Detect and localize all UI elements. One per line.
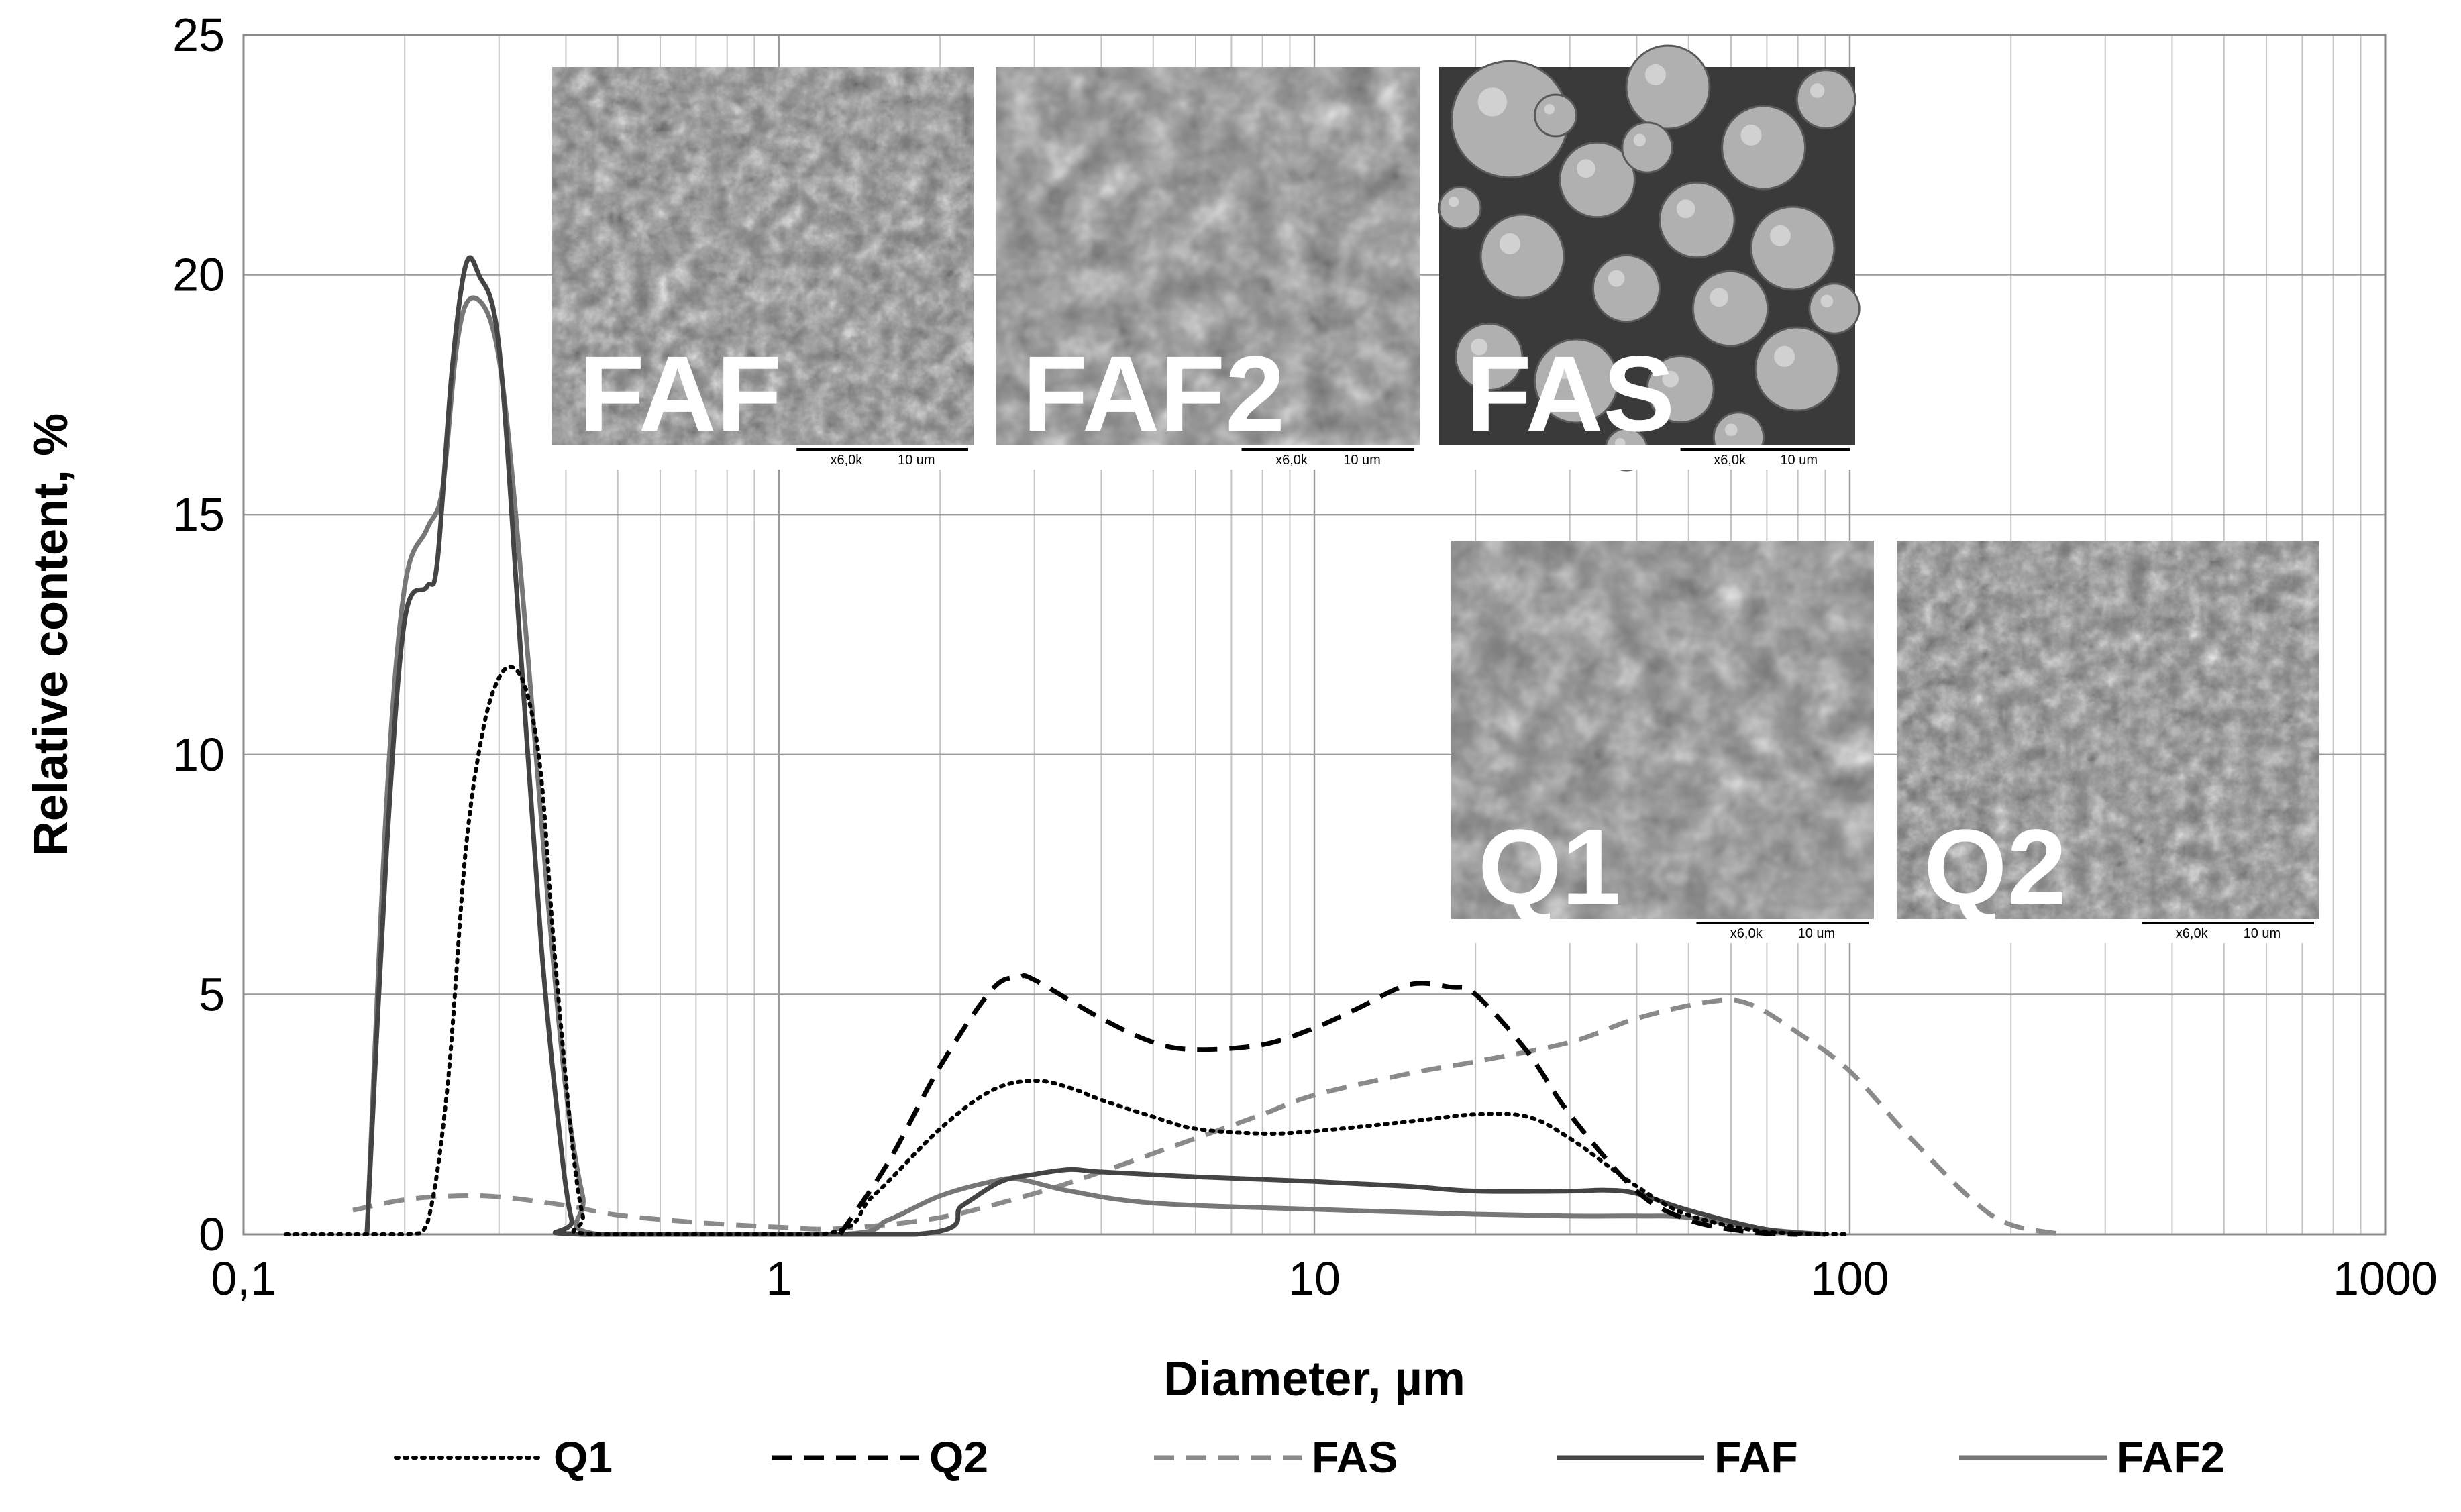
sem-magnification: x6,0k xyxy=(1714,453,1746,468)
legend-label: Q2 xyxy=(929,1432,988,1482)
legend-label: FAF2 xyxy=(2117,1432,2225,1482)
series-lines xyxy=(284,255,2064,1237)
legend-item-faf: FAF xyxy=(1557,1432,1798,1482)
sem-sphere-highlight xyxy=(1608,270,1625,287)
sem-sphere-highlight xyxy=(1553,358,1575,379)
sem-image-label: FAF xyxy=(579,333,782,453)
sem-sphere-particle xyxy=(1534,338,1620,424)
sem-sphere-highlight xyxy=(1774,345,1795,367)
sem-sphere-particle xyxy=(1479,213,1565,299)
sem-image-texture xyxy=(996,67,1420,470)
sem-sphere-particle xyxy=(1534,93,1578,138)
sem-sphere-particle xyxy=(1591,254,1661,323)
sem-image-texture xyxy=(552,67,974,470)
sem-sphere-highlight xyxy=(1710,288,1729,307)
sem-image-texture xyxy=(1451,541,1874,943)
y-tick-label: 10 xyxy=(172,728,225,781)
series-line-q1 xyxy=(284,665,1852,1237)
sem-sphere-particle xyxy=(1808,282,1861,335)
sem-image-fas: x6,0k 10 um FAS xyxy=(1438,44,1861,472)
sem-sphere-highlight xyxy=(1676,199,1695,219)
sem-sphere-highlight xyxy=(1499,233,1520,254)
sem-image-label: FAS xyxy=(1466,333,1675,453)
axes xyxy=(242,34,2387,1236)
sem-sphere-highlight xyxy=(1477,87,1508,117)
sem-magnification: x6,0k xyxy=(1730,926,1763,941)
sem-sphere-highlight xyxy=(1576,159,1595,178)
legend-item-q2: Q2 xyxy=(772,1432,988,1482)
sem-sphere-particle xyxy=(1438,186,1482,230)
y-axis-title: Relative content, % xyxy=(24,413,78,856)
sem-image-texture xyxy=(1897,541,2319,943)
sem-magnification: x6,0k xyxy=(830,453,863,468)
series-line-faf2 xyxy=(364,295,1826,1237)
sem-sphere-highlight xyxy=(1448,196,1459,207)
sem-magnification: x6,0k xyxy=(2176,926,2209,941)
legend-label: FAS xyxy=(1312,1432,1398,1482)
sem-sphere-particle xyxy=(1625,44,1711,130)
sem-sphere-highlight xyxy=(1740,124,1762,146)
sem-sphere-particle xyxy=(1691,270,1769,347)
sem-sphere-particle xyxy=(1646,354,1715,424)
x-tick-label: 0,1 xyxy=(211,1252,276,1305)
x-tick-label: 1000 xyxy=(2333,1252,2438,1305)
x-tick-label: 10 xyxy=(1288,1252,1341,1305)
sem-image-label: Q1 xyxy=(1478,807,1621,927)
series-line-fas xyxy=(352,997,2064,1237)
sem-magnification: x6,0k xyxy=(1275,453,1308,468)
axis-labels: 0 5 10 15 20 25 0,1 1 10 100 1000 Diameter, µm Relat… xyxy=(24,9,2438,1406)
sem-sphere-highlight xyxy=(1644,64,1666,85)
sem-sphere-highlight xyxy=(1820,294,1834,308)
sem-sphere-particle xyxy=(1795,69,1856,129)
plot-frame xyxy=(242,34,2387,1236)
sem-image-faf: x6,0k 10 um FAF xyxy=(552,67,974,470)
sem-sphere-particle xyxy=(1559,141,1636,219)
y-tick-label: 25 xyxy=(172,9,225,61)
legend: Q1 Q2 FAS FAF FAF2 xyxy=(394,1432,2225,1482)
legend-item-faf2: FAF2 xyxy=(1959,1432,2225,1482)
legend-item-fas: FAS xyxy=(1154,1432,1398,1482)
y-tick-label: 20 xyxy=(172,249,225,301)
sem-scale-length: 10 um xyxy=(1798,926,1836,941)
sem-sphere-particle xyxy=(1754,326,1840,412)
sem-image-q1: x6,0k 10 um Q1 xyxy=(1451,541,1874,943)
sem-sphere-highlight xyxy=(1724,423,1738,437)
legend-label: FAF xyxy=(1714,1432,1798,1482)
sem-scale-length: 10 um xyxy=(2244,926,2281,941)
series-line-q2 xyxy=(837,973,1798,1237)
sem-sphere-highlight xyxy=(1769,225,1791,246)
y-tick-label: 15 xyxy=(172,488,225,541)
x-tick-label: 100 xyxy=(1811,1252,1889,1305)
series-line-faf xyxy=(364,255,1826,1237)
sem-scale-length: 10 um xyxy=(1343,453,1381,468)
sem-sphere-highlight xyxy=(1633,133,1646,147)
sem-sphere-highlight xyxy=(1471,338,1487,356)
legend-label: Q1 xyxy=(554,1432,613,1482)
sem-scale-length: 10 um xyxy=(898,453,935,468)
sem-sphere-highlight xyxy=(1544,103,1555,115)
sem-sphere-highlight xyxy=(1662,370,1679,388)
sem-sphere-highlight xyxy=(1810,83,1825,98)
sem-sphere-particle xyxy=(1621,121,1673,174)
y-tick-label: 5 xyxy=(199,968,225,1020)
sem-sphere-particle xyxy=(1721,105,1807,191)
sem-image-faf2: x6,0k 10 um FAF2 xyxy=(996,67,1420,470)
sem-image-label: FAF2 xyxy=(1023,333,1285,453)
y-tick-label: 0 xyxy=(199,1208,225,1260)
sem-sphere-particle xyxy=(1750,205,1836,291)
legend-item-q1: Q1 xyxy=(394,1432,613,1482)
sem-sphere-particle xyxy=(1659,181,1736,259)
sem-scale-length: 10 um xyxy=(1780,453,1818,468)
sem-sphere-particle xyxy=(1455,322,1524,392)
sem-image-q2: x6,0k 10 um Q2 xyxy=(1897,541,2319,943)
x-tick-label: 1 xyxy=(766,1252,792,1305)
sem-image-label: Q2 xyxy=(1924,807,2066,927)
x-axis-title: Diameter, µm xyxy=(1163,1352,1465,1406)
